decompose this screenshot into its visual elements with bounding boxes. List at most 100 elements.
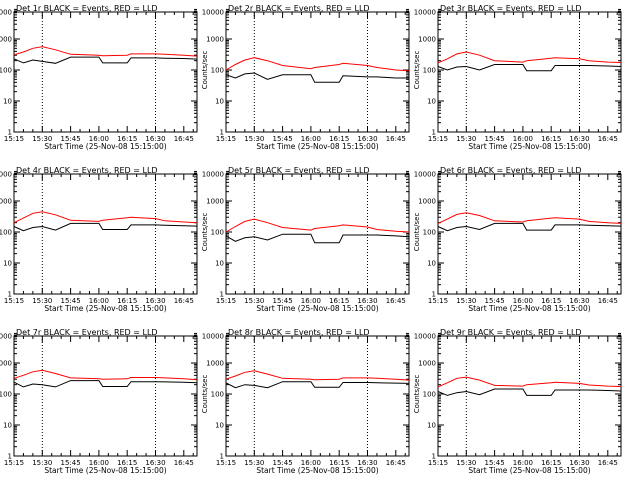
y-tick-label: 10 [3,422,12,430]
series-line-events [13,380,198,388]
x-tick-label: 15:45 [273,459,293,467]
x-tick-label: 15:30 [244,135,264,143]
x-tick-label: 16:30 [357,135,377,143]
y-tick-label: 1 [8,291,12,299]
y-tick-label: 1000 [418,36,436,44]
series-line-lld [225,370,410,381]
x-tick-label: 16:15 [117,135,137,143]
x-tick-label: 16:45 [598,459,618,467]
y-axis-label: Counts/sec [201,51,209,90]
x-tick-label: 16:15 [329,459,349,467]
x-tick-label: 15:15 [4,135,24,143]
panel: Det 5r BLACK = Events, RED = LLD 1 10 100 10… [201,166,410,313]
series-line-events [225,72,409,83]
y-tick-label: 1000 [206,36,224,44]
x-tick-label: 16:45 [174,135,194,143]
x-tick-label: 16:45 [174,297,194,305]
x-tick-label: 15:30 [32,297,52,305]
x-tick-label: 16:30 [145,297,165,305]
y-tick-label: 10000 [202,333,224,341]
y-tick-label: 10 [215,98,224,106]
series-line-events [437,388,622,396]
plot-frame [437,173,622,295]
x-tick-label: 15:15 [216,459,236,467]
series-line-events [437,64,622,72]
series-line-lld [13,46,198,57]
plot-frame [225,11,410,133]
series-line-lld [225,218,410,233]
x-tick-label: 16:30 [145,459,165,467]
x-axis-label: Start Time (25-Nov-08 15:15:00) [256,466,378,475]
panel-title: Det 2r BLACK = Events, RED = LLD [228,4,370,13]
panel: Det 3r BLACK = Events, RED = LLD 1 10 100 10… [413,4,622,151]
series-line-events [225,381,410,389]
x-tick-label: 16:30 [569,135,589,143]
series-line-events [437,222,622,232]
x-tick-label: 16:15 [541,135,561,143]
plot-frame [225,335,410,457]
x-axis-label: Start Time (25-Nov-08 15:15:00) [256,304,378,313]
y-tick-label: 10 [3,98,12,106]
x-tick-label: 15:15 [428,297,448,305]
y-tick-label: 100 [423,67,436,75]
y-tick-label: 1 [220,129,224,137]
y-tick-label: 10 [215,422,224,430]
x-tick-label: 16:45 [598,135,618,143]
y-tick-label: 1000 [206,198,224,206]
x-tick-label: 15:30 [456,459,476,467]
x-tick-label: 16:00 [89,459,109,467]
y-tick-label: 100 [0,67,12,75]
x-tick-label: 16:15 [541,459,561,467]
x-tick-label: 16:45 [386,297,406,305]
x-tick-label: 15:30 [456,297,476,305]
y-tick-label: 10000 [0,9,12,17]
x-tick-label: 16:00 [301,459,321,467]
y-tick-label: 1000 [0,36,12,44]
x-tick-label: 15:15 [4,297,24,305]
x-tick-label: 15:45 [61,297,81,305]
y-tick-label: 100 [423,391,436,399]
x-tick-label: 16:00 [301,297,321,305]
panel: Det 9r BLACK = Events, RED = LLD 1 10 100 10… [413,328,622,475]
y-tick-label: 100 [211,67,224,75]
panel: Det 8r BLACK = Events, RED = LLD 1 10 100 10… [201,328,410,475]
panel: Det 1r BLACK = Events, RED = LLD 1 10 100 10… [0,4,198,151]
series-line-lld [437,51,622,64]
x-tick-label: 16:00 [89,297,109,305]
x-tick-label: 15:45 [273,297,293,305]
x-tick-label: 16:30 [357,297,377,305]
series-line-events [225,233,410,244]
x-tick-label: 15:30 [244,297,264,305]
y-tick-label: 1000 [0,360,12,368]
y-tick-label: 1 [432,453,436,461]
x-axis-label: Start Time (25-Nov-08 15:15:00) [44,466,166,475]
x-tick-label: 16:00 [513,135,533,143]
y-tick-label: 10 [427,422,436,430]
x-tick-label: 16:15 [329,135,349,143]
x-tick-label: 16:00 [89,135,109,143]
x-tick-label: 16:15 [117,459,137,467]
y-axis-label: Counts/sec [201,213,209,252]
x-axis-label: Start Time (25-Nov-08 15:15:00) [468,142,590,151]
y-tick-label: 100 [0,391,12,399]
panel: Det 6r BLACK = Events, RED = LLD 1 10 100 10… [413,166,622,313]
x-tick-label: 16:00 [513,297,533,305]
y-tick-label: 10 [3,260,12,268]
x-tick-label: 15:15 [216,297,236,305]
y-tick-label: 100 [423,229,436,237]
x-tick-label: 15:45 [485,297,505,305]
y-axis-label: Counts/sec [413,51,421,90]
x-tick-label: 16:00 [513,459,533,467]
y-tick-label: 10000 [414,9,436,17]
y-axis-label: Counts/sec [413,375,421,414]
series-line-events [13,56,198,64]
x-axis-label: Start Time (25-Nov-08 15:15:00) [468,466,590,475]
x-tick-label: 16:30 [145,135,165,143]
y-tick-label: 10000 [414,171,436,179]
y-tick-label: 1 [432,291,436,299]
series-line-lld [225,57,410,72]
x-tick-label: 16:45 [386,459,406,467]
x-axis-label: Start Time (25-Nov-08 15:15:00) [256,142,378,151]
y-axis-label: Counts/sec [201,375,209,414]
y-tick-label: 1000 [418,198,436,206]
